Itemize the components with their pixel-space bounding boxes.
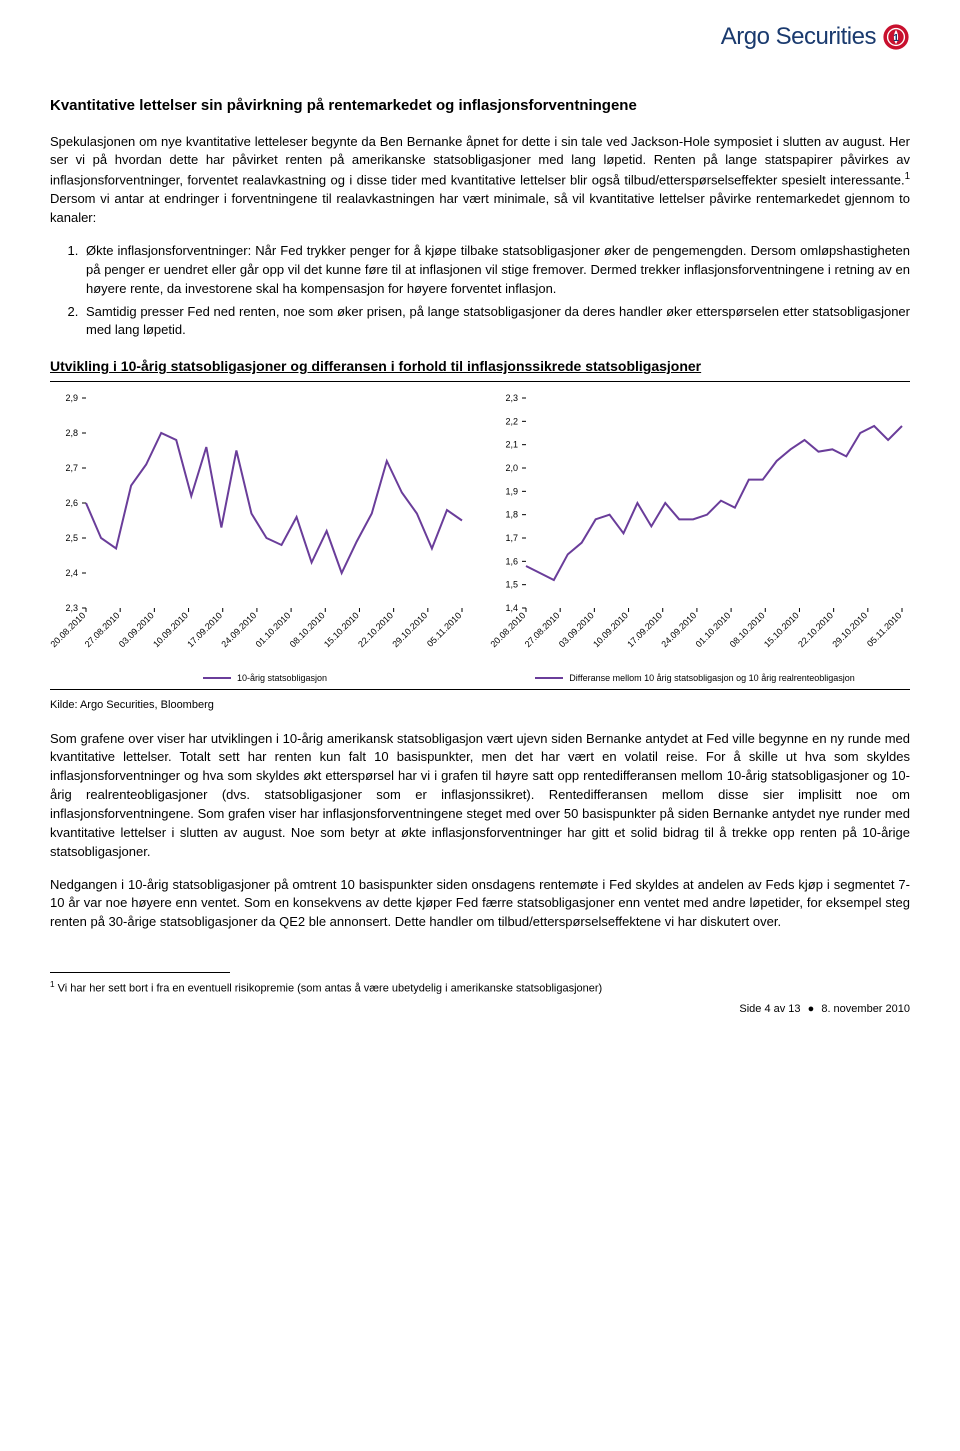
svg-text:17.09.2010: 17.09.2010 — [185, 610, 224, 649]
svg-text:1,9: 1,9 — [505, 486, 518, 496]
footnote-number: 1 — [50, 980, 55, 989]
chart-left-svg: 2,3 2,4 2,5 2,6 2,7 2,8 2,9 20.08.201027.08.201… — [50, 388, 470, 668]
svg-text:2,2: 2,2 — [505, 416, 518, 426]
charts-row: 2,32,42,52,62,72,82,920.08.201027.08.201… — [50, 381, 910, 668]
footnote-ref-1: 1 — [905, 171, 910, 182]
svg-text:2,5: 2,5 — [65, 533, 78, 543]
svg-text:08.10.2010: 08.10.2010 — [728, 610, 767, 649]
legend-left-label: 10-årig statsobligasjon — [237, 672, 327, 685]
footnote-1: 1 Vi har her sett bort i fra en eventuel… — [50, 979, 910, 998]
svg-text:22.10.2010: 22.10.2010 — [356, 610, 395, 649]
svg-text:2,3: 2,3 — [65, 603, 78, 613]
list-item: Samtidig presser Fed ned renten, noe som… — [82, 303, 910, 341]
svg-text:20.08.2010: 20.08.2010 — [50, 610, 87, 649]
list-item: Økte inflasjonsforventninger: Når Fed tr… — [82, 242, 910, 299]
svg-text:17.09.2010: 17.09.2010 — [625, 610, 664, 649]
footnote-separator — [50, 972, 230, 973]
legend-right-label: Differanse mellom 10 årig statsobligasjo… — [569, 672, 855, 685]
svg-text:2,9: 2,9 — [65, 393, 78, 403]
svg-text:27.08.2010: 27.08.2010 — [523, 610, 562, 649]
chart-left: 2,3 2,4 2,5 2,6 2,7 2,8 2,9 20.08.201027.08.201… — [50, 388, 470, 668]
svg-text:2,8: 2,8 — [65, 428, 78, 438]
charts-title: Utvikling i 10-årig statsobligasjoner og… — [50, 356, 910, 376]
chart-source: Kilde: Argo Securities, Bloomberg — [50, 698, 910, 714]
svg-text:10.09.2010: 10.09.2010 — [591, 610, 630, 649]
svg-text:2,6: 2,6 — [65, 498, 78, 508]
legend-right: Differanse mellom 10 årig statsobligasjo… — [480, 672, 910, 685]
svg-text:1: 1 — [893, 33, 899, 45]
svg-text:15.10.2010: 15.10.2010 — [322, 610, 361, 649]
svg-text:24.09.2010: 24.09.2010 — [659, 610, 698, 649]
channels-list: Økte inflasjonsforventninger: Når Fed tr… — [50, 242, 910, 340]
brand-logo-icon: 1 — [882, 23, 910, 51]
svg-text:2,4: 2,4 — [65, 568, 78, 578]
brand-name: Argo Securities — [721, 20, 876, 55]
svg-text:05.11.2010: 05.11.2010 — [425, 610, 463, 648]
svg-text:01.10.2010: 01.10.2010 — [694, 610, 733, 649]
svg-text:27.08.2010: 27.08.2010 — [83, 610, 122, 649]
svg-text:22.10.2010: 22.10.2010 — [796, 610, 835, 649]
svg-text:29.10.2010: 29.10.2010 — [830, 610, 869, 649]
svg-text:03.09.2010: 03.09.2010 — [557, 610, 596, 649]
svg-text:01.10.2010: 01.10.2010 — [254, 610, 293, 649]
chart-right: 1,4 1,5 1,6 1,7 1,8 1,9 2,0 2,1 2,2 2,3 20.08.2010… — [490, 388, 910, 668]
svg-text:10.09.2010: 10.09.2010 — [151, 610, 190, 649]
svg-text:1,7: 1,7 — [505, 533, 518, 543]
svg-text:24.09.2010: 24.09.2010 — [219, 610, 258, 649]
page-title: Kvantitative lettelser sin påvirkning på… — [50, 95, 910, 117]
svg-text:08.10.2010: 08.10.2010 — [288, 610, 327, 649]
bullet-icon: ● — [804, 1003, 819, 1015]
svg-text:05.11.2010: 05.11.2010 — [865, 610, 903, 648]
page-number: Side 4 av 13 — [739, 1003, 800, 1015]
svg-text:2,0: 2,0 — [505, 463, 518, 473]
svg-text:15.10.2010: 15.10.2010 — [762, 610, 801, 649]
legend-swatch-icon — [203, 677, 231, 679]
svg-text:2,3: 2,3 — [505, 393, 518, 403]
chart-right-svg: 1,4 1,5 1,6 1,7 1,8 1,9 2,0 2,1 2,2 2,3 20.08.2010… — [490, 388, 910, 668]
svg-text:20.08.2010: 20.08.2010 — [490, 610, 527, 649]
intro-text-1: Spekulasjonen om nye kvantitative lettel… — [50, 134, 910, 188]
legend-swatch-icon — [535, 677, 563, 679]
svg-text:1,6: 1,6 — [505, 556, 518, 566]
legend-left: 10-årig statsobligasjon — [50, 672, 480, 685]
svg-text:1,5: 1,5 — [505, 579, 518, 589]
page-header: Argo Securities 1 — [50, 20, 910, 55]
intro-text-2: Dersom vi antar at endringer i forventni… — [50, 191, 910, 225]
analysis-paragraph-1: Som grafene over viser har utviklingen i… — [50, 730, 910, 862]
analysis-paragraph-2: Nedgangen i 10-årig statsobligasjoner på… — [50, 876, 910, 933]
footnote-text: Vi har her sett bort i fra en eventuell … — [58, 983, 603, 995]
page-footer: Side 4 av 13 ● 8. november 2010 — [50, 1002, 910, 1018]
footer-date: 8. november 2010 — [821, 1003, 910, 1015]
svg-text:29.10.2010: 29.10.2010 — [390, 610, 429, 649]
intro-paragraph: Spekulasjonen om nye kvantitative lettel… — [50, 133, 910, 229]
svg-text:1,4: 1,4 — [505, 603, 518, 613]
svg-text:2,7: 2,7 — [65, 463, 78, 473]
svg-text:1,8: 1,8 — [505, 509, 518, 519]
svg-text:03.09.2010: 03.09.2010 — [117, 610, 156, 649]
svg-text:2,1: 2,1 — [505, 439, 518, 449]
charts-legend-row: 10-årig statsobligasjon Differanse mello… — [50, 670, 910, 690]
